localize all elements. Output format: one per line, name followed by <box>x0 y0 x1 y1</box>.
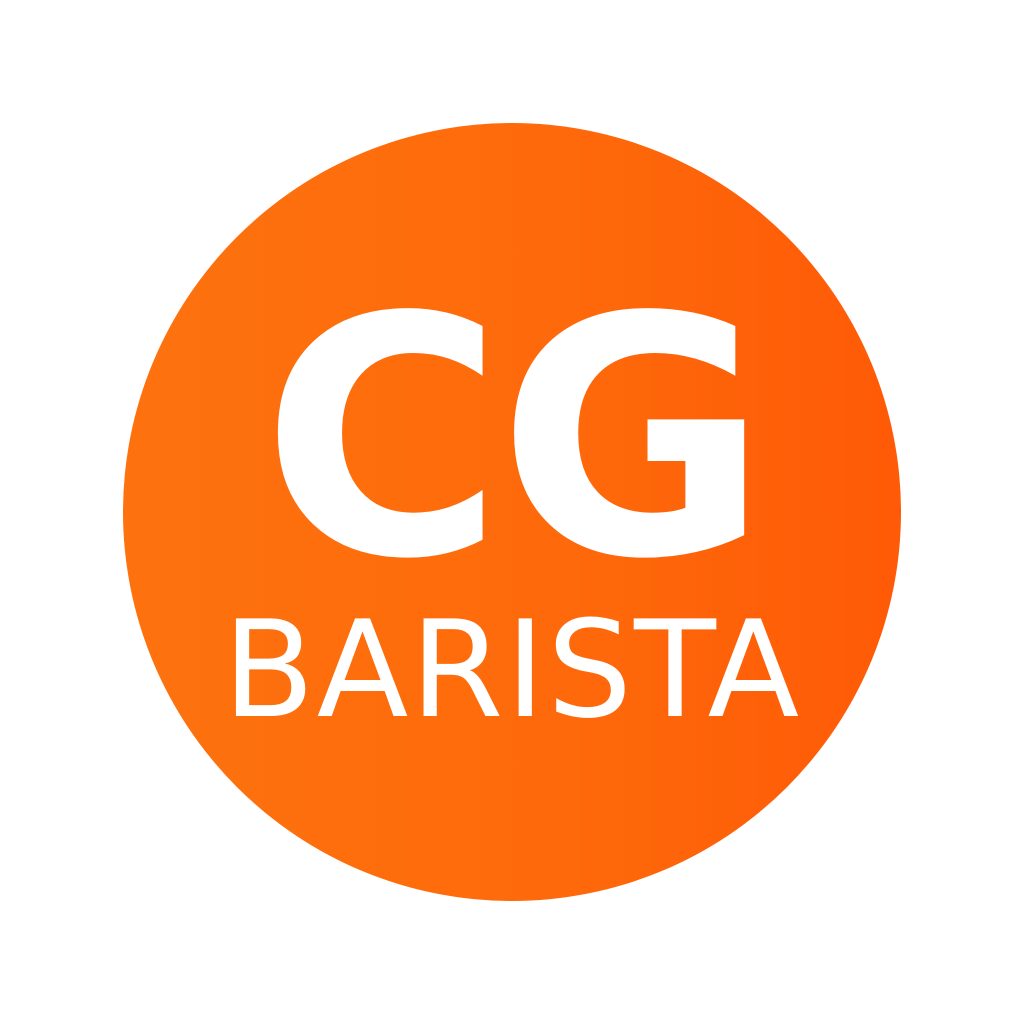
logo-monogram: CG <box>261 247 768 631</box>
logo-badge-circle <box>123 123 901 901</box>
logo-wordmark: BARISTA <box>222 592 802 748</box>
